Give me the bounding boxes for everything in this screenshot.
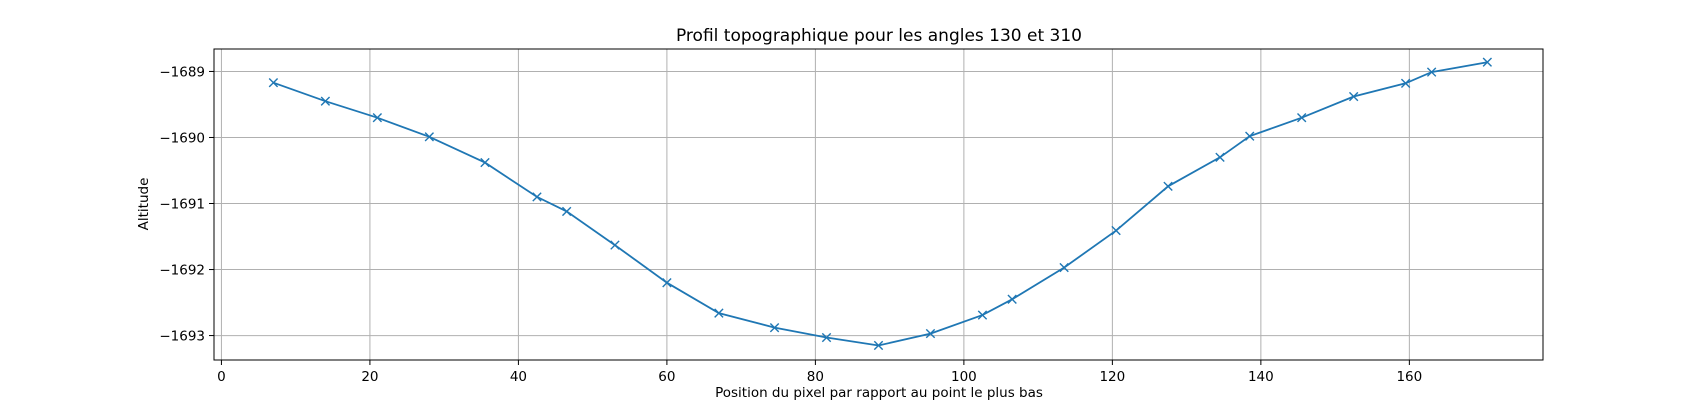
y-tick-label: −1691 xyxy=(159,197,205,213)
x-tick-label: 60 xyxy=(658,369,675,385)
data-point-marker xyxy=(977,310,988,320)
marker-stroke xyxy=(977,310,988,320)
marker-stroke xyxy=(925,328,936,339)
data-point-marker xyxy=(561,206,572,217)
data-point-marker xyxy=(532,192,542,202)
data-point-marker xyxy=(1215,152,1225,162)
marker-stroke xyxy=(1245,131,1255,141)
data-point-marker xyxy=(714,308,724,318)
data-point-marker xyxy=(320,96,331,106)
x-tick-label: 20 xyxy=(361,369,378,385)
data-point-marker xyxy=(873,340,884,351)
data-point-marker xyxy=(424,132,435,142)
marker-stroke xyxy=(662,278,672,288)
marker-stroke xyxy=(480,157,490,168)
data-point-marker xyxy=(1426,67,1437,77)
grid xyxy=(214,49,1543,360)
data-point-marker xyxy=(925,328,936,339)
x-axis-label: Position du pixel par rapport au point l… xyxy=(715,385,1043,400)
marker-stroke xyxy=(714,308,724,318)
marker-stroke xyxy=(1426,67,1437,77)
series xyxy=(268,57,1493,351)
data-point-marker xyxy=(480,157,490,168)
data-point-marker xyxy=(821,332,832,343)
y-tick-label: −1693 xyxy=(159,329,205,345)
data-point-marker xyxy=(769,322,780,333)
marker-stroke xyxy=(1482,57,1493,67)
data-point-marker xyxy=(1007,294,1017,304)
chart-title: Profil topographique pour les angles 130… xyxy=(676,26,1082,46)
y-tick-label: −1690 xyxy=(159,130,205,146)
series-line xyxy=(273,61,1488,347)
marker-stroke xyxy=(1111,225,1121,236)
marker-stroke xyxy=(769,322,780,333)
marker-stroke xyxy=(320,96,331,106)
marker-stroke xyxy=(1215,152,1225,162)
data-point-marker xyxy=(662,278,672,288)
x-tick-label: 140 xyxy=(1248,369,1274,385)
marker-stroke xyxy=(532,192,542,202)
data-point-marker xyxy=(1059,262,1069,273)
x-tick-label: 40 xyxy=(510,369,527,385)
data-point-marker xyxy=(1245,131,1255,141)
marker-stroke xyxy=(1163,181,1173,192)
x-tick-label: 160 xyxy=(1396,369,1422,385)
data-point-marker xyxy=(1400,78,1411,89)
x-tick-label: 120 xyxy=(1099,369,1125,385)
marker-stroke xyxy=(821,332,832,343)
y-tick-label: −1689 xyxy=(159,64,205,80)
x-tick-label: 80 xyxy=(807,369,824,385)
marker-stroke xyxy=(610,240,620,250)
marker-stroke xyxy=(1297,112,1307,123)
plot-frame xyxy=(213,48,1544,361)
data-point-marker xyxy=(1297,112,1307,123)
marker-stroke xyxy=(268,77,279,88)
y-axis-label: Altitude xyxy=(136,178,152,231)
marker-stroke xyxy=(561,206,572,217)
marker-stroke xyxy=(424,132,435,142)
data-point-marker xyxy=(1348,91,1359,102)
marker-stroke xyxy=(873,340,884,351)
data-point-marker xyxy=(372,112,383,123)
marker-stroke xyxy=(1348,91,1359,102)
marker-stroke xyxy=(1007,294,1017,304)
data-point-marker xyxy=(1482,57,1493,67)
data-point-marker xyxy=(268,77,279,88)
marker-stroke xyxy=(1059,262,1069,273)
data-point-marker xyxy=(1163,181,1173,192)
y-tick-label: −1692 xyxy=(159,263,205,279)
x-tick-label: 100 xyxy=(951,369,977,385)
axis-ticks: 0 20 40 60 80 100 120 140 160 −1689 −1690 −1691 −169… xyxy=(159,64,1422,385)
marker-stroke xyxy=(1400,78,1411,89)
data-point-marker xyxy=(1111,225,1121,236)
x-tick-label: 0 xyxy=(217,369,226,385)
marker-stroke xyxy=(372,112,383,123)
data-point-marker xyxy=(610,240,620,250)
